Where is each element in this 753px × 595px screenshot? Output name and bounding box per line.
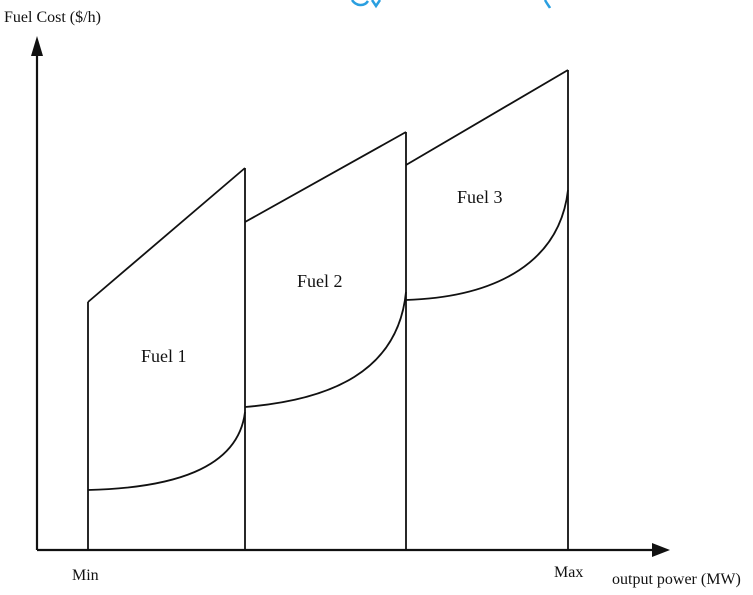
x-axis-arrow — [652, 543, 670, 557]
x-axis-label: output power (MW) — [612, 571, 741, 588]
fuel-3-label: Fuel 3 — [457, 187, 503, 207]
fuel-3-lower-curve — [405, 189, 569, 301]
fuel-1-upper-line — [87, 167, 246, 303]
cropped-heading-fragment — [350, 0, 552, 9]
fuel-3-upper-line — [405, 69, 569, 166]
fuel-1-region — [87, 167, 246, 550]
x-max-label: Max — [554, 564, 583, 581]
fuel-1-label: Fuel 1 — [141, 346, 187, 366]
fuel-2-region — [244, 131, 407, 550]
fuel-2-label: Fuel 2 — [297, 271, 343, 291]
y-axis-arrow — [31, 36, 43, 56]
fuel-2-lower-curve — [244, 291, 407, 408]
x-min-label: Min — [72, 567, 99, 584]
fuel-1-lower-curve — [87, 411, 246, 491]
fuel-2-upper-line — [244, 131, 407, 223]
fuel-3-region — [405, 69, 569, 550]
y-axis-label: Fuel Cost ($/h) — [4, 9, 101, 26]
